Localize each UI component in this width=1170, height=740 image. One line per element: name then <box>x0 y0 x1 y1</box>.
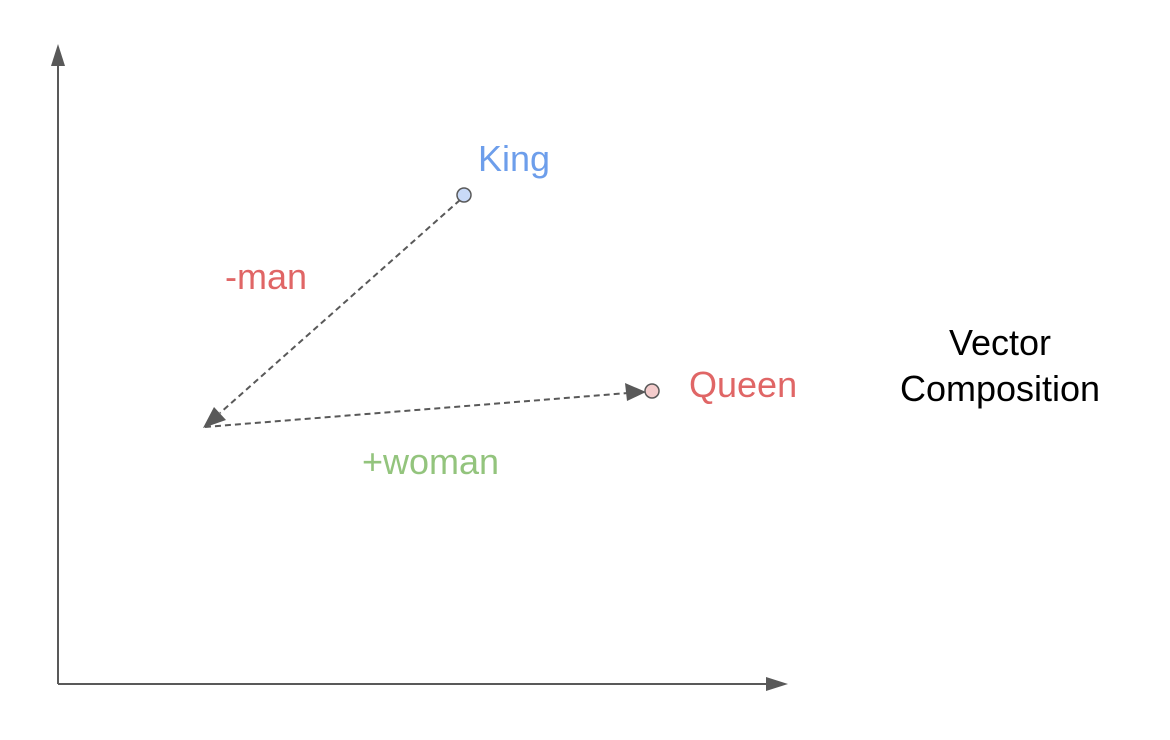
title-line-2: Composition <box>900 368 1100 409</box>
y-axis-arrowhead <box>51 44 65 66</box>
plus-woman-vector <box>204 392 629 428</box>
x-axis-arrowhead <box>766 677 788 691</box>
queen-label: Queen <box>689 364 797 405</box>
plus-woman-arrowhead <box>625 383 646 401</box>
king-point <box>456 187 472 203</box>
king-label: King <box>478 138 550 179</box>
plus-woman-label: +woman <box>362 441 499 482</box>
axes <box>51 44 788 691</box>
minus-man-vector <box>219 199 461 414</box>
minus-man-arrowhead <box>203 407 226 428</box>
minus-man-label: -man <box>225 256 307 297</box>
title-line-1: Vector <box>949 322 1051 363</box>
queen-point <box>644 383 660 399</box>
